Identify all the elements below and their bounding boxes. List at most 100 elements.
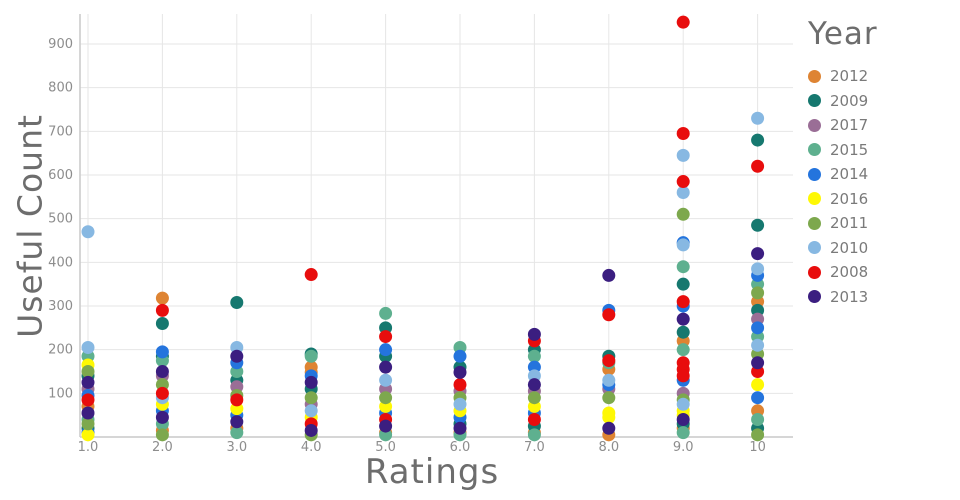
data-point-2015[interactable] [676, 260, 690, 274]
data-point-2013[interactable] [155, 365, 169, 378]
data-point-2013[interactable] [676, 413, 690, 427]
legend-label: 2012 [830, 67, 869, 86]
data-point-2013[interactable] [230, 415, 244, 429]
data-point-2010[interactable] [676, 238, 690, 252]
data-point-2013[interactable] [155, 410, 169, 424]
data-point-2014[interactable] [751, 321, 765, 335]
data-point-2008[interactable] [676, 15, 690, 29]
data-point-2013[interactable] [527, 327, 541, 341]
data-point-2014[interactable] [379, 343, 393, 357]
data-point-2014[interactable] [453, 349, 467, 363]
data-point-2016[interactable] [602, 410, 616, 424]
legend-label: 2010 [830, 238, 869, 257]
data-point-2008[interactable] [453, 378, 467, 392]
data-point-2015[interactable] [527, 349, 541, 363]
legend-item-2009[interactable]: 2009 [808, 89, 958, 114]
legend-item-2015[interactable]: 2015 [808, 138, 958, 163]
data-point-2010[interactable] [602, 373, 616, 387]
data-point-2008[interactable] [676, 175, 690, 189]
data-point-2009[interactable] [751, 133, 765, 147]
data-point-2008[interactable] [676, 295, 690, 309]
legend-item-2008[interactable]: 2008 [808, 260, 958, 285]
data-point-2015[interactable] [230, 426, 244, 440]
data-point-2009[interactable] [676, 277, 690, 291]
data-point-2013[interactable] [602, 268, 616, 282]
data-point-2009[interactable] [155, 316, 169, 330]
data-point-2010[interactable] [751, 262, 765, 276]
data-point-2014[interactable] [155, 345, 169, 359]
data-point-2008[interactable] [676, 369, 690, 383]
data-point-2013[interactable] [304, 423, 318, 437]
data-point-2016[interactable] [81, 428, 95, 442]
data-point-2009[interactable] [230, 296, 244, 310]
data-point-2013[interactable] [453, 365, 467, 379]
data-point-2008[interactable] [602, 308, 616, 322]
data-point-2010[interactable] [453, 397, 467, 411]
data-point-2009[interactable] [676, 325, 690, 339]
data-point-2011[interactable] [751, 428, 765, 442]
legend-item-2010[interactable]: 2010 [808, 236, 958, 261]
data-point-2008[interactable] [230, 393, 244, 407]
data-point-2010[interactable] [81, 340, 95, 354]
legend-label: 2013 [830, 287, 869, 306]
data-point-2008[interactable] [751, 159, 765, 173]
data-point-2010[interactable] [751, 111, 765, 125]
data-point-2013[interactable] [379, 419, 393, 433]
data-point-2013[interactable] [230, 349, 244, 363]
legend-item-2017[interactable]: 2017 [808, 113, 958, 138]
legend-item-2012[interactable]: 2012 [808, 64, 958, 89]
data-point-2008[interactable] [527, 413, 541, 427]
data-point-2008[interactable] [155, 386, 169, 400]
data-point-2012[interactable] [155, 291, 169, 305]
data-point-2010[interactable] [676, 185, 690, 199]
data-point-2013[interactable] [751, 356, 765, 370]
data-point-2015[interactable] [676, 426, 690, 440]
legend-item-2014[interactable]: 2014 [808, 162, 958, 187]
data-point-2015[interactable] [527, 428, 541, 442]
data-point-2013[interactable] [602, 421, 616, 435]
data-point-2011[interactable] [379, 391, 393, 405]
data-point-2011[interactable] [602, 391, 616, 405]
data-point-2008[interactable] [676, 127, 690, 141]
data-point-2011[interactable] [155, 428, 169, 442]
data-point-2009[interactable] [751, 218, 765, 232]
data-point-2011[interactable] [527, 391, 541, 405]
data-point-2010[interactable] [751, 338, 765, 352]
data-point-2008[interactable] [304, 268, 318, 282]
data-point-2015[interactable] [676, 343, 690, 357]
legend-item-2013[interactable]: 2013 [808, 285, 958, 310]
data-point-2013[interactable] [527, 378, 541, 392]
data-point-2016[interactable] [751, 378, 765, 392]
data-point-2013[interactable] [81, 375, 95, 389]
data-point-2013[interactable] [379, 360, 393, 374]
data-point-2011[interactable] [304, 391, 318, 405]
data-point-2011[interactable] [676, 207, 690, 221]
legend-item-2011[interactable]: 2011 [808, 211, 958, 236]
data-point-2010[interactable] [676, 397, 690, 411]
data-point-2014[interactable] [751, 391, 765, 405]
data-point-2013[interactable] [81, 406, 95, 420]
data-point-2015[interactable] [304, 349, 318, 363]
legend-swatch-icon [808, 192, 821, 206]
y-tick-label: 300 [48, 299, 73, 314]
data-point-2011[interactable] [81, 365, 95, 378]
data-point-2008[interactable] [379, 330, 393, 344]
data-point-2010[interactable] [304, 404, 318, 418]
data-point-2013[interactable] [304, 375, 318, 389]
data-point-2013[interactable] [676, 312, 690, 326]
data-point-2015[interactable] [751, 413, 765, 427]
data-point-2015[interactable] [379, 306, 393, 320]
data-point-2010[interactable] [81, 225, 95, 239]
data-point-2008[interactable] [81, 393, 95, 407]
data-point-2010[interactable] [379, 373, 393, 387]
data-point-2008[interactable] [155, 303, 169, 317]
data-point-2011[interactable] [81, 417, 95, 431]
legend-item-2016[interactable]: 2016 [808, 187, 958, 212]
data-point-2011[interactable] [751, 286, 765, 300]
data-point-2008[interactable] [602, 354, 616, 368]
data-point-2010[interactable] [676, 148, 690, 162]
data-point-2013[interactable] [751, 247, 765, 261]
legend-label: 2008 [830, 263, 869, 282]
x-tick-label: 3.0 [226, 440, 247, 455]
data-point-2013[interactable] [453, 421, 467, 435]
